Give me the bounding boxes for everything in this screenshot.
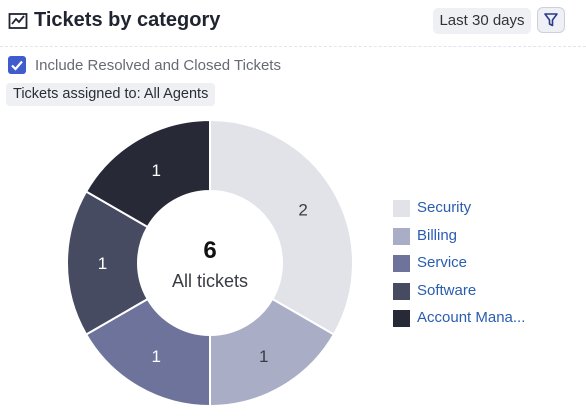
donut-slice-3[interactable] [84,297,211,408]
donut-slice-1[interactable] [209,118,354,336]
include-closed-label[interactable]: Include Resolved and Closed Tickets [35,57,281,74]
legend-label[interactable]: Account Mana... [417,309,526,326]
legend-label[interactable]: Service [417,254,468,271]
slice-value-label: 1 [259,347,268,366]
include-closed-checkbox[interactable] [8,56,26,74]
legend-swatch [393,227,410,245]
widget-title: Tickets by category [34,9,221,31]
donut-chart: 2 1 1 1 1 6 All tickets [66,118,354,408]
legend-label[interactable]: Software [417,281,477,299]
date-range-button[interactable]: Last 30 days [433,8,531,34]
slice-value-label: 1 [98,254,107,273]
slice-value-label: 1 [152,161,161,180]
assigned-agents-tag[interactable]: Tickets assigned to: All Agents [6,83,216,106]
legend-swatch [393,310,410,327]
donut-slice-5[interactable] [84,118,211,229]
legend-label[interactable]: Billing [417,226,458,244]
center-total: 6 [203,237,216,264]
slice-value-label: 2 [298,200,307,219]
legend-swatch [393,282,410,300]
filter-button[interactable] [537,7,565,33]
slice-value-label: 1 [152,347,161,366]
check-icon [11,60,23,71]
widget-header: Tickets by category Last 30 days [0,0,586,47]
legend-swatch [393,255,410,272]
center-label: All tickets [172,271,248,291]
donut-slice-2[interactable] [209,297,336,408]
legend-swatch [393,200,410,217]
chart-icon [8,11,28,31]
donut-slice-4[interactable] [66,190,150,336]
filter-icon [544,13,558,27]
legend-label[interactable]: Security [417,199,472,216]
